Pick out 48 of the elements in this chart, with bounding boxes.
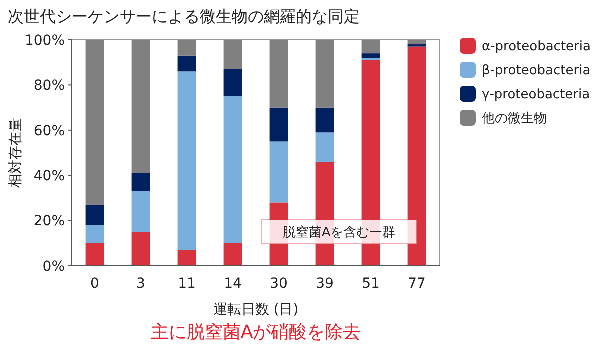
x-tick-label: 51	[362, 276, 380, 292]
x-tick-label: 11	[178, 276, 196, 292]
y-tick-label: 60%	[34, 123, 65, 140]
annotation: 脱窒菌Aを含む一群	[282, 224, 396, 241]
y-tick-label: 40%	[34, 168, 65, 184]
bar	[178, 250, 196, 266]
bar	[270, 40, 288, 108]
bar	[270, 142, 288, 203]
y-tick-label: 80%	[34, 78, 65, 94]
legend-label: γ-proteobacteria	[482, 88, 590, 103]
bar	[86, 204, 104, 226]
bar	[86, 243, 104, 266]
bar	[224, 40, 242, 70]
bar	[132, 232, 150, 266]
y-tick-label: 20%	[34, 214, 65, 230]
x-tick-label: 14	[224, 276, 242, 292]
bar	[362, 40, 380, 54]
x-tick-label: 39	[316, 276, 334, 292]
bar	[132, 40, 150, 174]
bar	[132, 191, 150, 232]
x-tick-label: 0	[90, 276, 100, 292]
bar	[316, 40, 334, 108]
x-axis-title: 運転日数 (日)	[213, 302, 299, 318]
bar	[316, 108, 334, 133]
bar	[178, 56, 196, 72]
chart-title: 次世代シーケンサーによる微生物の網羅的な同定	[8, 7, 360, 26]
bar	[270, 108, 288, 142]
x-tick-label: 3	[136, 276, 146, 292]
legend-label: α-proteobacteria	[482, 40, 591, 55]
legend-label: β-proteobacteria	[482, 64, 591, 79]
bar	[408, 46, 426, 266]
bar	[132, 173, 150, 192]
bar	[224, 243, 242, 266]
bar	[224, 96, 242, 244]
bar	[178, 72, 196, 250]
x-tick-label: 30	[270, 276, 288, 292]
y-axis-title: 相対存在量	[8, 118, 24, 188]
bar	[316, 132, 334, 162]
x-tick-label: 77	[408, 276, 426, 292]
y-tick-label: 0%	[42, 258, 65, 275]
bar	[86, 225, 104, 244]
text: 主に脱窒菌Aが硝酸を除去	[150, 322, 362, 343]
bar	[224, 69, 242, 96]
y-tick-label: 100%	[24, 32, 65, 49]
bar	[178, 40, 196, 56]
bar	[86, 40, 104, 205]
legend-label: 他の微生物	[482, 112, 547, 127]
bar	[362, 54, 380, 58]
